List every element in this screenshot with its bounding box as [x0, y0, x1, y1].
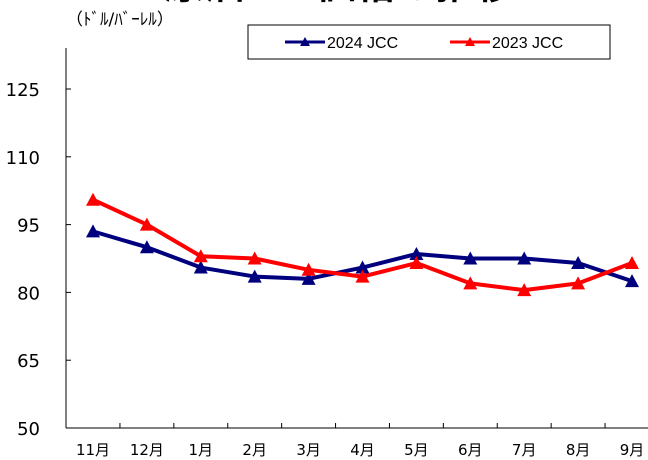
chart-title: 原油CIF価格の推移 — [164, 0, 516, 8]
data-point-marker — [139, 240, 154, 254]
x-tick-label: 11月 — [76, 441, 110, 459]
x-tick-label: 7月 — [512, 441, 537, 459]
x-tick-label: 9月 — [620, 441, 645, 459]
data-point-marker — [571, 276, 586, 290]
series-2024-jcc — [86, 224, 639, 288]
y-tick-label: 95 — [17, 216, 40, 237]
x-tick-label: 4月 — [350, 441, 375, 459]
legend-label-2023: 2023 JCC — [492, 35, 563, 52]
data-point-marker — [247, 269, 262, 283]
x-tick-label: 5月 — [404, 441, 429, 459]
data-point-marker — [571, 256, 586, 270]
axes — [65, 48, 648, 429]
data-point-marker — [86, 192, 100, 206]
x-tick-label: 3月 — [296, 441, 321, 459]
data-point-marker — [139, 217, 154, 231]
y-tick-label: 80 — [17, 283, 40, 304]
data-point-marker — [463, 251, 478, 265]
data-point-marker — [463, 276, 478, 290]
x-tick-label: 1月 — [189, 441, 214, 459]
series-2023-jcc — [86, 192, 639, 297]
y-axis-unit-label: （ﾄﾞﾙ/ﾊﾞｰﾚﾙ） — [66, 10, 174, 30]
y-tick-label: 110 — [6, 148, 40, 169]
data-point-marker — [409, 256, 424, 270]
legend-marker-2023 — [465, 37, 475, 46]
tick-labels: 125 110 95 80 65 50 11月 12月 1月 2月 3月 4月 5月 6月 7月 8月 9月 — [6, 80, 645, 459]
data-point-marker — [409, 246, 424, 260]
data-point-marker — [355, 269, 370, 283]
data-point-marker — [625, 256, 639, 270]
data-point-marker — [86, 224, 100, 238]
x-tick-label: 6月 — [458, 441, 483, 459]
data-point-marker — [517, 283, 532, 297]
data-point-marker — [301, 262, 316, 276]
data-point-marker — [625, 274, 639, 288]
data-point-marker — [517, 251, 532, 265]
legend-marker-2024 — [300, 37, 310, 46]
data-point-marker — [193, 249, 208, 263]
legend: 2024 JCC 2023 JCC — [247, 24, 611, 60]
legend-label-2024: 2024 JCC — [327, 35, 398, 52]
y-tick-label: 50 — [17, 419, 40, 440]
x-tick-label: 12月 — [130, 441, 164, 459]
data-point-marker — [247, 251, 262, 265]
y-tick-label: 65 — [17, 351, 40, 372]
data-point-marker — [301, 271, 316, 285]
x-tick-label: 8月 — [566, 441, 591, 459]
x-tick-label: 2月 — [242, 441, 267, 459]
y-tick-label: 125 — [6, 80, 40, 101]
data-point-marker — [193, 260, 208, 274]
series-layer — [86, 192, 639, 297]
data-point-marker — [355, 260, 370, 274]
